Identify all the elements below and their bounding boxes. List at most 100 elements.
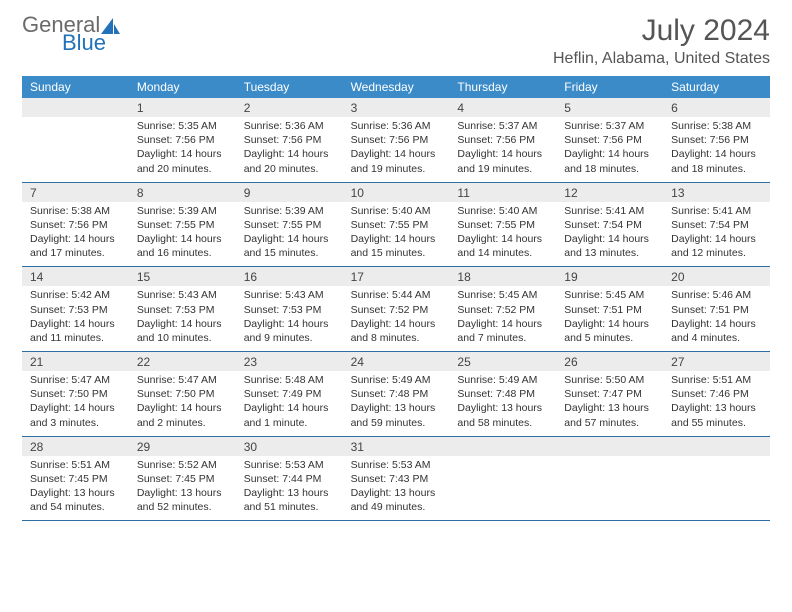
sunrise-text: Sunrise: 5:38 AM	[30, 204, 121, 218]
day-number: 11	[449, 183, 556, 202]
sunset-text: Sunset: 7:51 PM	[564, 303, 655, 317]
daylight-text: Daylight: 14 hours and 20 minutes.	[244, 147, 335, 175]
day-header: Tuesday	[236, 76, 343, 98]
sunrise-text: Sunrise: 5:50 AM	[564, 373, 655, 387]
day-info: Sunrise: 5:35 AMSunset: 7:56 PMDaylight:…	[129, 117, 236, 182]
day-header-row: Sunday Monday Tuesday Wednesday Thursday…	[22, 76, 770, 98]
daylight-text: Daylight: 13 hours and 59 minutes.	[351, 401, 442, 429]
daylight-text: Daylight: 14 hours and 15 minutes.	[244, 232, 335, 260]
day-number: 30	[236, 437, 343, 456]
sunset-text: Sunset: 7:55 PM	[351, 218, 442, 232]
daylight-text: Daylight: 13 hours and 51 minutes.	[244, 486, 335, 514]
sunrise-text: Sunrise: 5:46 AM	[671, 288, 762, 302]
sunrise-text: Sunrise: 5:39 AM	[137, 204, 228, 218]
sunrise-text: Sunrise: 5:43 AM	[137, 288, 228, 302]
daylight-text: Daylight: 14 hours and 2 minutes.	[137, 401, 228, 429]
day-header: Wednesday	[343, 76, 450, 98]
day-info: Sunrise: 5:37 AMSunset: 7:56 PMDaylight:…	[556, 117, 663, 182]
day-number: 19	[556, 267, 663, 286]
day-info	[556, 456, 663, 521]
sunset-text: Sunset: 7:56 PM	[137, 133, 228, 147]
location: Heflin, Alabama, United States	[553, 50, 770, 68]
sunset-text: Sunset: 7:48 PM	[351, 387, 442, 401]
day-header: Friday	[556, 76, 663, 98]
daylight-text: Daylight: 13 hours and 57 minutes.	[564, 401, 655, 429]
day-number: 2	[236, 98, 343, 117]
daylight-text: Daylight: 13 hours and 55 minutes.	[671, 401, 762, 429]
day-info: Sunrise: 5:46 AMSunset: 7:51 PMDaylight:…	[663, 286, 770, 351]
sunrise-text: Sunrise: 5:45 AM	[457, 288, 548, 302]
day-info: Sunrise: 5:52 AMSunset: 7:45 PMDaylight:…	[129, 456, 236, 521]
sunset-text: Sunset: 7:55 PM	[457, 218, 548, 232]
day-number: 16	[236, 267, 343, 286]
sunrise-text: Sunrise: 5:53 AM	[351, 458, 442, 472]
daylight-text: Daylight: 14 hours and 8 minutes.	[351, 317, 442, 345]
sunset-text: Sunset: 7:45 PM	[30, 472, 121, 486]
day-info: Sunrise: 5:51 AMSunset: 7:45 PMDaylight:…	[22, 456, 129, 521]
daylight-text: Daylight: 14 hours and 7 minutes.	[457, 317, 548, 345]
sunset-text: Sunset: 7:53 PM	[137, 303, 228, 317]
sunrise-text: Sunrise: 5:52 AM	[137, 458, 228, 472]
day-info	[22, 117, 129, 182]
sunrise-text: Sunrise: 5:41 AM	[564, 204, 655, 218]
week: 21222324252627Sunrise: 5:47 AMSunset: 7:…	[22, 352, 770, 437]
sunrise-text: Sunrise: 5:40 AM	[351, 204, 442, 218]
day-header: Monday	[129, 76, 236, 98]
day-number: 1	[129, 98, 236, 117]
sunrise-text: Sunrise: 5:37 AM	[457, 119, 548, 133]
day-info: Sunrise: 5:40 AMSunset: 7:55 PMDaylight:…	[343, 202, 450, 267]
calendar: Sunday Monday Tuesday Wednesday Thursday…	[22, 76, 770, 521]
day-number	[449, 437, 556, 456]
daylight-text: Daylight: 14 hours and 13 minutes.	[564, 232, 655, 260]
day-number: 5	[556, 98, 663, 117]
day-number: 3	[343, 98, 450, 117]
day-info: Sunrise: 5:42 AMSunset: 7:53 PMDaylight:…	[22, 286, 129, 351]
day-info: Sunrise: 5:40 AMSunset: 7:55 PMDaylight:…	[449, 202, 556, 267]
sunset-text: Sunset: 7:53 PM	[244, 303, 335, 317]
daylight-text: Daylight: 14 hours and 19 minutes.	[351, 147, 442, 175]
sunrise-text: Sunrise: 5:38 AM	[671, 119, 762, 133]
sunrise-text: Sunrise: 5:48 AM	[244, 373, 335, 387]
day-info: Sunrise: 5:38 AMSunset: 7:56 PMDaylight:…	[663, 117, 770, 182]
sunrise-text: Sunrise: 5:44 AM	[351, 288, 442, 302]
weeks-container: 123456Sunrise: 5:35 AMSunset: 7:56 PMDay…	[22, 98, 770, 521]
day-info: Sunrise: 5:53 AMSunset: 7:44 PMDaylight:…	[236, 456, 343, 521]
sunrise-text: Sunrise: 5:47 AM	[30, 373, 121, 387]
daylight-text: Daylight: 14 hours and 9 minutes.	[244, 317, 335, 345]
daylight-text: Daylight: 14 hours and 12 minutes.	[671, 232, 762, 260]
daylight-text: Daylight: 14 hours and 10 minutes.	[137, 317, 228, 345]
sunset-text: Sunset: 7:49 PM	[244, 387, 335, 401]
daylight-text: Daylight: 14 hours and 18 minutes.	[564, 147, 655, 175]
day-info: Sunrise: 5:37 AMSunset: 7:56 PMDaylight:…	[449, 117, 556, 182]
day-number	[22, 98, 129, 117]
daylight-text: Daylight: 13 hours and 54 minutes.	[30, 486, 121, 514]
day-number: 4	[449, 98, 556, 117]
sunrise-text: Sunrise: 5:51 AM	[671, 373, 762, 387]
day-info: Sunrise: 5:45 AMSunset: 7:52 PMDaylight:…	[449, 286, 556, 351]
sunset-text: Sunset: 7:56 PM	[244, 133, 335, 147]
day-number: 29	[129, 437, 236, 456]
sunset-text: Sunset: 7:54 PM	[671, 218, 762, 232]
title-block: July 2024 Heflin, Alabama, United States	[553, 14, 770, 68]
daylight-text: Daylight: 14 hours and 18 minutes.	[671, 147, 762, 175]
day-info: Sunrise: 5:48 AMSunset: 7:49 PMDaylight:…	[236, 371, 343, 436]
sunset-text: Sunset: 7:56 PM	[564, 133, 655, 147]
week: 28293031 Sunrise: 5:51 AMSunset: 7:45 PMD…	[22, 437, 770, 522]
day-number: 28	[22, 437, 129, 456]
day-info: Sunrise: 5:49 AMSunset: 7:48 PMDaylight:…	[343, 371, 450, 436]
sunrise-text: Sunrise: 5:39 AM	[244, 204, 335, 218]
day-info	[449, 456, 556, 521]
sunrise-text: Sunrise: 5:49 AM	[457, 373, 548, 387]
day-number: 17	[343, 267, 450, 286]
day-number: 31	[343, 437, 450, 456]
week: 78910111213Sunrise: 5:38 AMSunset: 7:56 …	[22, 183, 770, 268]
day-number	[556, 437, 663, 456]
logo: GeneralBlue	[22, 14, 121, 54]
week: 14151617181920Sunrise: 5:42 AMSunset: 7:…	[22, 267, 770, 352]
daylight-text: Daylight: 14 hours and 1 minute.	[244, 401, 335, 429]
sunset-text: Sunset: 7:56 PM	[457, 133, 548, 147]
sunset-text: Sunset: 7:55 PM	[244, 218, 335, 232]
sunset-text: Sunset: 7:45 PM	[137, 472, 228, 486]
day-number: 10	[343, 183, 450, 202]
sunrise-text: Sunrise: 5:45 AM	[564, 288, 655, 302]
